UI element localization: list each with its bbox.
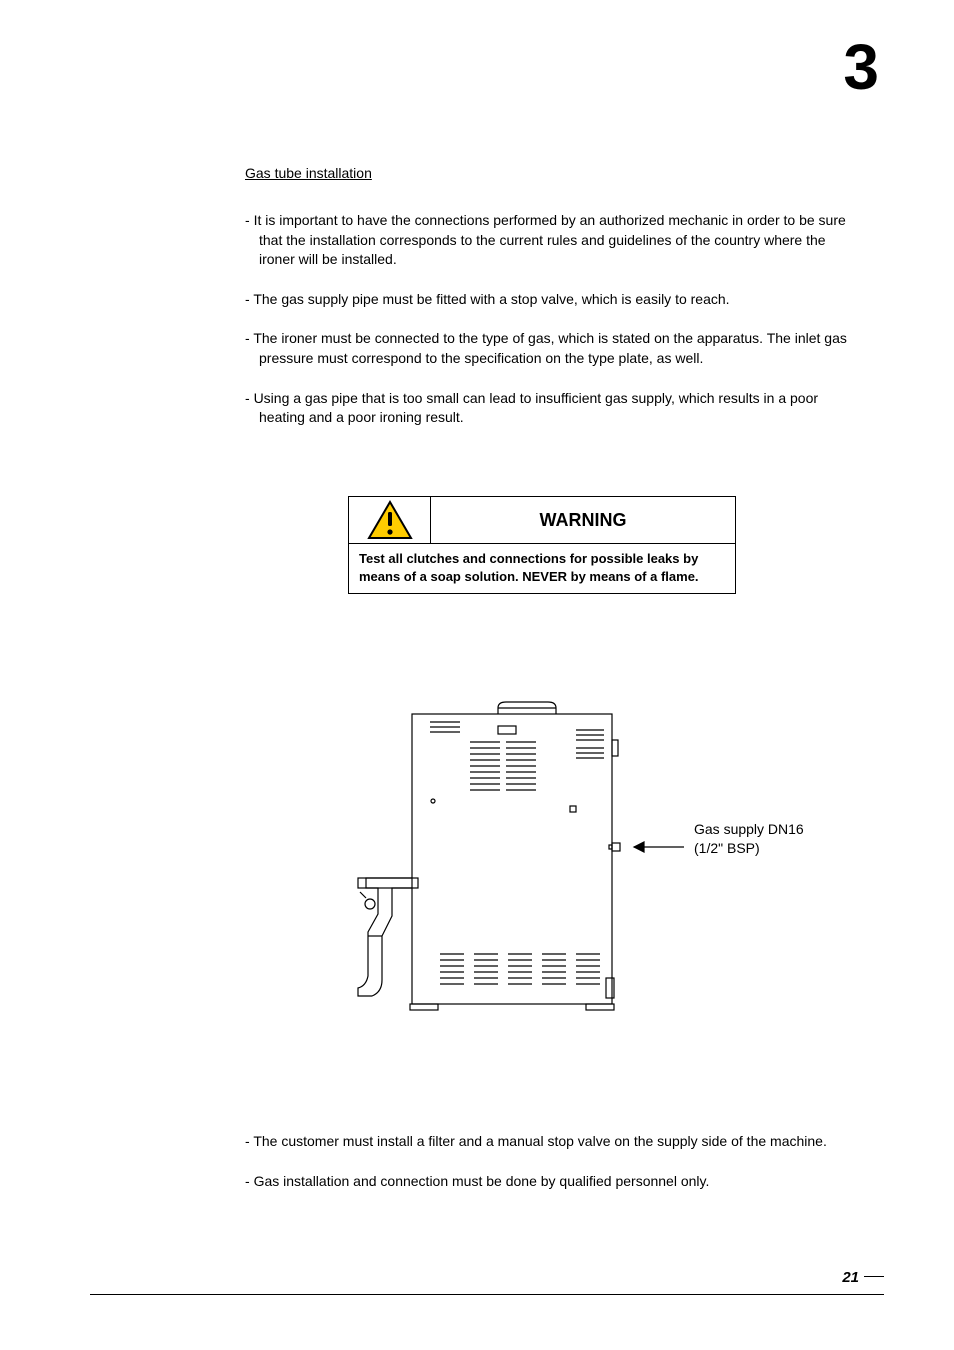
bullet-item: Using a gas pipe that is too small can l… — [245, 389, 865, 428]
page-number-dash — [864, 1276, 884, 1277]
bullet-item: The ironer must be connected to the type… — [245, 329, 865, 368]
machine-diagram: Gas supply DN16 (1/2" BSP) — [348, 686, 908, 1031]
diagram-label-line1: Gas supply DN16 — [694, 821, 804, 837]
section-title: Gas tube installation — [245, 165, 865, 181]
bottom-content: The customer must install a filter and a… — [245, 1132, 885, 1211]
chapter-number: 3 — [843, 30, 879, 104]
warning-title: WARNING — [431, 497, 735, 543]
bullet-item: The gas supply pipe must be fitted with … — [245, 290, 865, 310]
bullet-item: It is important to have the connections … — [245, 211, 865, 270]
page-number: 21 — [842, 1269, 859, 1286]
warning-body: Test all clutches and connections for po… — [348, 544, 736, 594]
warning-box: WARNING Test all clutches and connection… — [348, 496, 736, 594]
diagram-label-line2: (1/2" BSP) — [694, 840, 760, 856]
bullet-item: The customer must install a filter and a… — [245, 1132, 885, 1152]
bullet-item: Gas installation and connection must be … — [245, 1172, 885, 1192]
machine-schematic-icon — [348, 686, 908, 1031]
main-content: Gas tube installation It is important to… — [245, 165, 865, 448]
warning-header: WARNING — [348, 496, 736, 544]
warning-triangle-icon — [367, 500, 413, 540]
footer-rule — [90, 1294, 884, 1295]
arrow-left-icon — [634, 842, 684, 852]
warning-icon-cell — [349, 497, 431, 543]
diagram-label: Gas supply DN16 (1/2" BSP) — [694, 820, 804, 858]
